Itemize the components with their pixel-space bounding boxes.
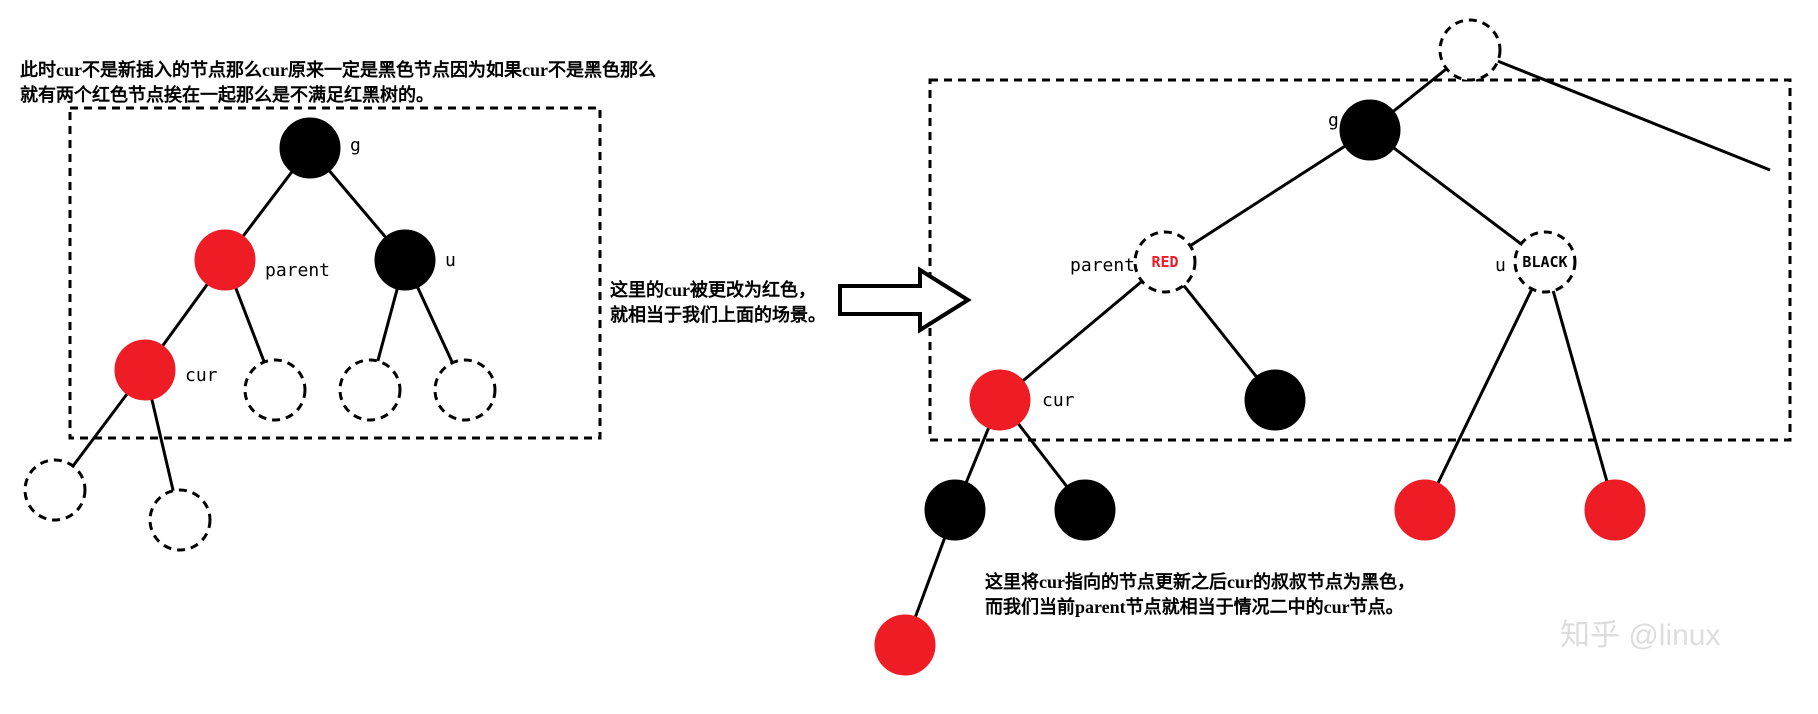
- node-label: u: [445, 250, 456, 271]
- node-label: cur: [1042, 390, 1075, 411]
- svg-text:BLACK: BLACK: [1522, 253, 1567, 271]
- node-label: cur: [185, 365, 218, 386]
- node-label: g: [1328, 110, 1339, 131]
- caption-top-left: 此时cur不是新插入的节点那么cur原来一定是黑色节点因为如果cur不是黑色那么…: [20, 58, 656, 108]
- caption-bottom-right: 这里将cur指向的节点更新之后cur的叔叔节点为黑色， 而我们当前parent节…: [985, 570, 1415, 620]
- watermark: 知乎 @linux: [1560, 610, 1721, 654]
- svg-text:RED: RED: [1151, 253, 1178, 271]
- caption-middle: 这里的cur被更改为红色， 就相当于我们上面的场景。: [610, 278, 826, 328]
- node-label: g: [350, 135, 361, 156]
- arrow-icon: [840, 270, 968, 330]
- node-label: u: [1495, 255, 1506, 276]
- node-label: parent: [1070, 255, 1135, 276]
- node-label: parent: [265, 260, 330, 281]
